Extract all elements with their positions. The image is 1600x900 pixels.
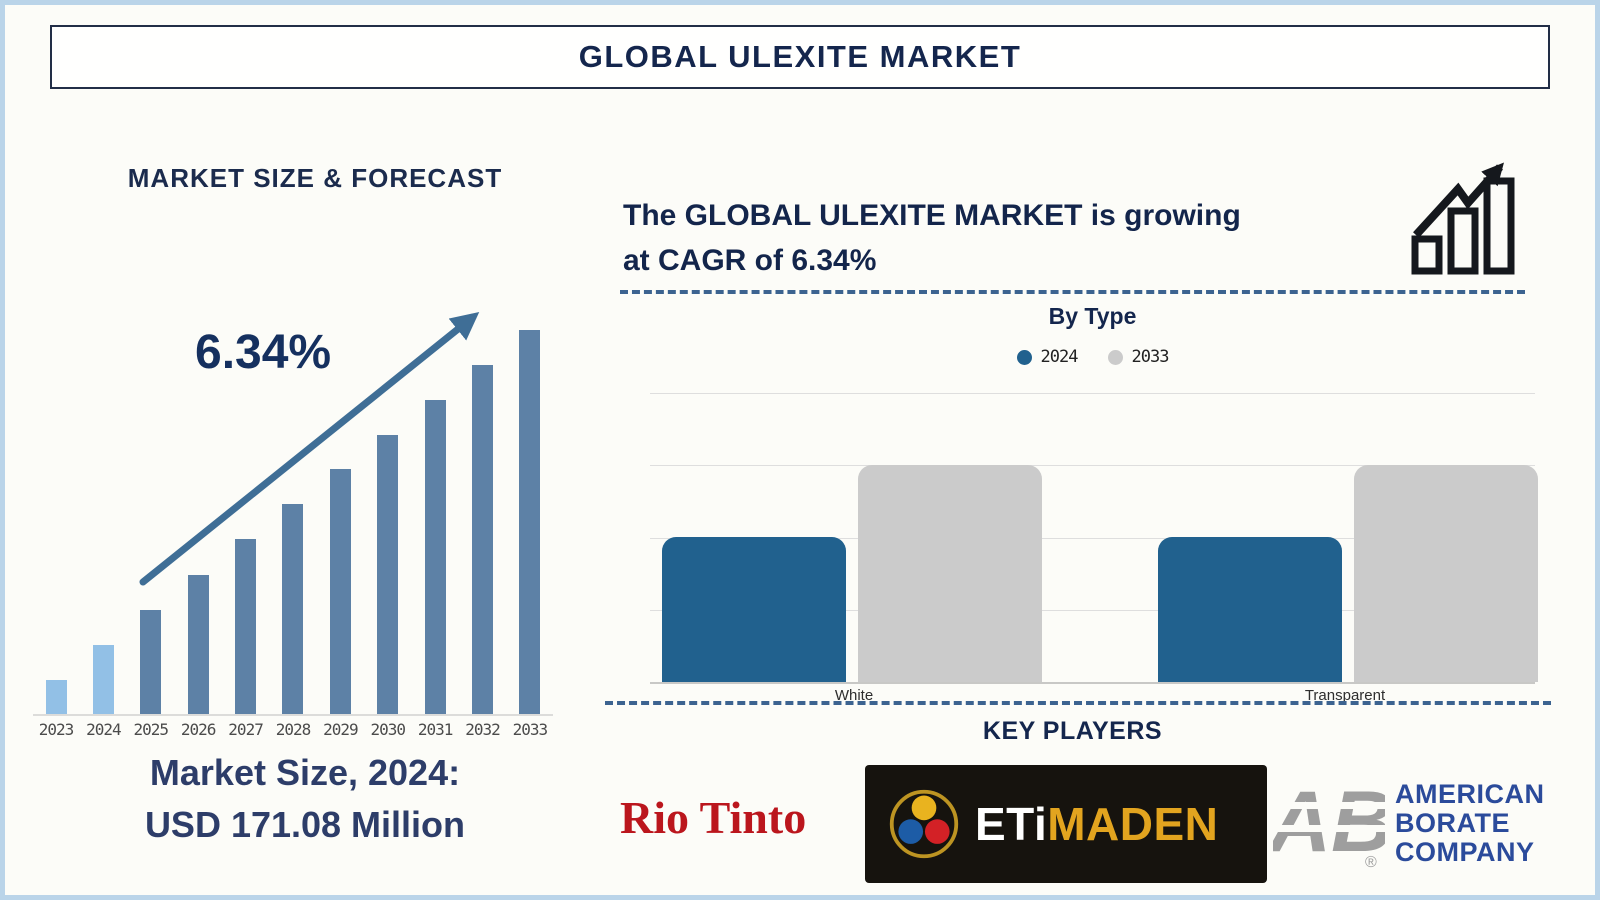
legend-label-2033: 2033 [1131, 347, 1170, 367]
growth-headline: The GLOBAL ULEXITE MARKET is growing at … [623, 193, 1423, 283]
gridline [650, 465, 1535, 466]
market-forecast-chart [33, 310, 553, 716]
forecast-bar-fill [235, 539, 257, 714]
etimaden-wordmark-eti: ETi [975, 798, 1048, 850]
forecast-year-label-2027: 2027 [228, 720, 264, 739]
legend-item-2024: 2024 [1016, 347, 1079, 367]
growth-trend-icon [1411, 162, 1515, 275]
bytype-category-transparent: Transparent [1304, 687, 1386, 704]
page-title: GLOBAL ULEXITE MARKET [578, 39, 1022, 74]
logo-american-borate: AB ® AMERICAN BORATE COMPANY [1273, 775, 1545, 871]
forecast-year-label-2033: 2033 [512, 720, 549, 739]
bytype-category-white: White [834, 687, 874, 704]
forecast-bar-fill [187, 575, 209, 714]
forecast-bar-fill [377, 435, 399, 714]
forecast-bar-fill [92, 645, 114, 714]
american-borate-monogram-icon: AB ® [1273, 775, 1385, 871]
forecast-bar-2032 [460, 365, 506, 714]
bytype-bar-transparent-2024 [1158, 537, 1342, 682]
title-box: GLOBAL ULEXITE MARKET [50, 25, 1550, 89]
forecast-bar-fill [329, 469, 351, 714]
forecast-bar-2023 [33, 680, 79, 714]
cagr-annotation: 6.34% [195, 326, 332, 379]
forecast-year-label-2029: 2029 [323, 720, 359, 739]
forecast-year-label-2032: 2032 [465, 720, 501, 739]
growth-headline-line2: at CAGR of 6.34% [623, 244, 877, 277]
market-forecast-heading: MARKET SIZE & FORECAST [127, 163, 503, 193]
market-forecast-axis-labels: 2023 2024 2025 2026 2027 2028 2029 2030 2031 2032… [33, 720, 553, 739]
logo-rio-tinto: Rio Tinto [620, 792, 807, 843]
forecast-bar-fill [45, 680, 67, 714]
american-borate-wordmark: AMERICAN BORATE COMPANY [1395, 778, 1545, 867]
american-borate-line1: AMERICAN [1395, 778, 1545, 809]
bytype-bar-white-2024 [662, 537, 846, 682]
legend-item-2033: 2033 [1107, 347, 1170, 367]
forecast-year-label-2028: 2028 [275, 720, 312, 739]
by-type-chart [650, 393, 1538, 684]
growth-headline-line1: The GLOBAL ULEXITE MARKET is growing [623, 199, 1241, 232]
svg-text:®: ® [1365, 854, 1377, 871]
bytype-bar-white-2033 [858, 465, 1042, 682]
forecast-bar-2031 [412, 400, 458, 714]
market-size-line1: Market Size, 2024: [149, 752, 461, 793]
etimaden-wordmark: ETiMADEN [975, 797, 1218, 851]
forecast-bar-2029 [317, 469, 363, 714]
legend-label-2024: 2024 [1040, 347, 1079, 367]
forecast-bar-2028 [270, 504, 316, 714]
forecast-bar-fill [282, 504, 304, 714]
forecast-year-label-2025: 2025 [133, 720, 170, 739]
market-size-callout: Market Size, 2024: USD 171.08 Million [45, 747, 565, 851]
gridline [650, 610, 1535, 611]
forecast-bar-fill [424, 400, 446, 714]
divider-bottom [605, 701, 1551, 705]
svg-text:AB: AB [1273, 775, 1385, 870]
key-players-title: KEY PLAYERS [982, 717, 1163, 745]
etimaden-wordmark-maden: MADEN [1047, 798, 1219, 850]
by-type-title: By Type [1048, 303, 1137, 329]
forecast-bar-2030 [365, 435, 411, 714]
market-size-line2: USD 171.08 Million [144, 804, 466, 845]
forecast-bar-fill [519, 330, 541, 714]
forecast-bar-2024 [80, 645, 126, 714]
by-type-category-labels: White Transparent [650, 687, 1535, 707]
american-borate-line3: COMPANY [1395, 836, 1535, 867]
forecast-bar-fill [472, 365, 494, 714]
forecast-bar-2033 [507, 330, 553, 714]
divider-top [620, 290, 1525, 294]
forecast-year-label-2026: 2026 [180, 720, 217, 739]
forecast-bar-2025 [128, 610, 174, 714]
forecast-year-label-2030: 2030 [370, 720, 406, 739]
forecast-bar-2027 [223, 539, 269, 714]
forecast-bar-fill [140, 610, 162, 714]
american-borate-line2: BORATE [1395, 807, 1510, 838]
forecast-year-label-2031: 2031 [417, 720, 454, 739]
logo-etimaden: ETiMADEN [865, 765, 1267, 883]
gridline [650, 393, 1535, 394]
legend-dot-icon [1016, 349, 1032, 365]
legend-dot-icon [1107, 349, 1123, 365]
up-trend-arrow-icon [139, 311, 480, 586]
forecast-bar-2026 [175, 575, 221, 714]
forecast-year-label-2023: 2023 [38, 720, 75, 739]
by-type-legend: 2024 2033 [650, 347, 1535, 367]
forecast-year-label-2024: 2024 [86, 720, 122, 739]
gridline [650, 538, 1535, 539]
bytype-bar-transparent-2033 [1354, 465, 1538, 682]
etimaden-emblem-icon [889, 789, 959, 859]
